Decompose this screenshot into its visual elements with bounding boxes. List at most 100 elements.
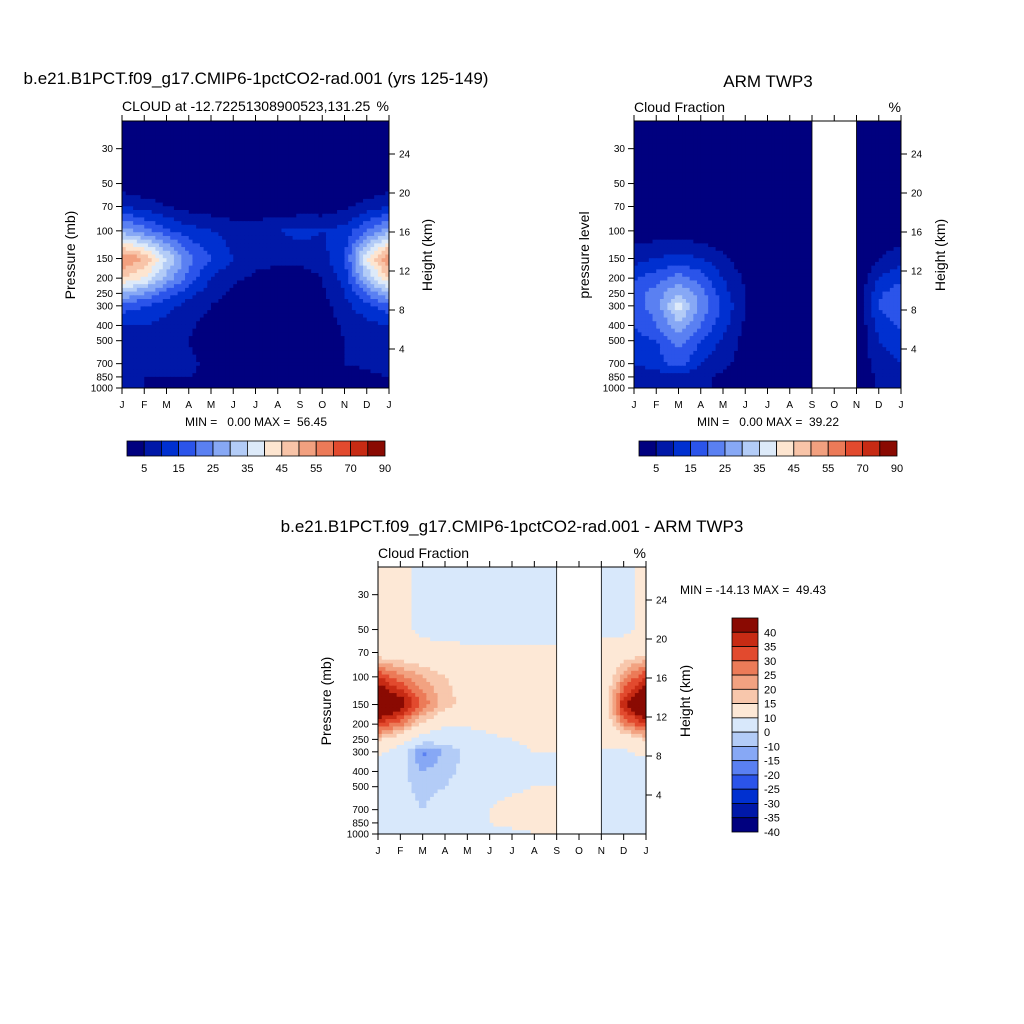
heatmap-cell [192,184,197,189]
heatmap-cell [259,180,264,185]
heatmap-cell [170,336,175,341]
heatmap-cell [318,132,323,137]
heatmap-cell [270,165,275,170]
heatmap-cell [170,150,175,155]
heatmap-cell [181,172,186,178]
heatmap-cell [296,317,301,322]
heatmap-cell [185,139,190,144]
heatmap-cell [359,269,364,274]
heatmap-cell [166,324,171,330]
heatmap-cell [281,313,286,319]
heatmap-cell [366,280,372,285]
heatmap-cell [244,139,249,144]
heatmap-cell [318,213,323,219]
heatmap-cell [222,310,227,315]
heatmap-cell [181,124,186,130]
heatmap-cell [255,206,260,211]
heatmap-cell [333,299,338,304]
heatmap-cell [322,317,327,322]
heatmap-cell [214,239,220,244]
heatmap-cell [351,221,357,226]
heatmap-cell [173,195,179,200]
heatmap-cell [155,295,160,300]
heatmap-cell [233,284,238,289]
heatmap-cell [240,169,245,174]
heatmap-cell [259,332,264,337]
heatmap-cell [351,362,357,367]
heatmap-cell [270,161,275,167]
heatmap-cell [296,187,301,193]
heatmap-cell [240,310,245,315]
heatmap-cell [240,239,245,244]
heatmap-cell [144,128,149,133]
heatmap-cell [218,324,223,330]
heatmap-cell [196,365,201,371]
heatmap-cell [151,299,156,304]
heatmap-cell [314,358,320,363]
heatmap-cell [122,313,127,319]
heatmap-cell [233,124,238,130]
heatmap-cell [229,269,234,274]
heatmap-cell [185,224,190,230]
heatmap-cell [218,239,223,244]
heatmap-cell [311,128,316,133]
heatmap-cell [318,313,323,319]
heatmap-cell [329,276,334,282]
heatmap-cell [274,121,279,126]
heatmap-cell [251,191,257,196]
heatmap-cell [211,339,216,345]
heatmap-cell [162,254,168,259]
heatmap-cell [136,239,142,244]
heatmap-cell [177,310,182,315]
heatmap-cell [166,154,171,159]
heatmap-cell [288,321,294,326]
heatmap-cell [147,198,153,204]
heatmap-cell [236,265,242,270]
heatmap-cell [307,146,312,152]
heatmap-cell [181,328,186,333]
heatmap-cell [259,265,264,270]
heatmap-cell [337,224,342,230]
heatmap-cell [337,250,342,256]
heatmap-cell [262,206,268,211]
heatmap-cell [314,180,320,185]
heatmap-cell [385,169,389,174]
heatmap-cell [266,146,271,152]
heatmap-cell [255,239,260,244]
heatmap-cell [285,143,290,148]
heatmap-cell [277,328,283,333]
heatmap-cell [147,254,153,259]
heatmap-cell [296,373,301,378]
heatmap-cell [155,332,160,337]
heatmap-cell [211,287,216,293]
heatmap-cell [203,376,208,382]
heatmap-cell [266,206,271,211]
heatmap-cell [211,187,216,193]
heatmap-cell [303,339,309,345]
heatmap-cell [188,146,194,152]
heatmap-cell [351,135,357,141]
heatmap-cell [374,172,379,178]
heatmap-cell [340,295,346,300]
heatmap-cell [225,224,231,230]
heatmap-cell [274,254,279,259]
heatmap-cell [288,121,294,126]
heatmap-cell [351,154,357,159]
heatmap-cell [337,347,342,352]
heatmap-cell [244,217,249,222]
heatmap-cell [211,135,216,141]
heatmap-cell [192,339,197,345]
heatmap-cell [207,376,212,382]
heatmap-cell [162,302,168,308]
heatmap-cell [307,295,312,300]
heatmap-cell [147,232,153,237]
heatmap-cell [233,358,238,363]
heatmap-cell [133,132,138,137]
heatmap-cell [292,265,297,270]
heatmap-cell [351,269,357,274]
heatmap-cell [270,362,275,367]
heatmap-cell [159,235,164,241]
heatmap-cell [281,265,286,270]
heatmap-cell [207,247,212,252]
heatmap-cell [322,224,327,230]
